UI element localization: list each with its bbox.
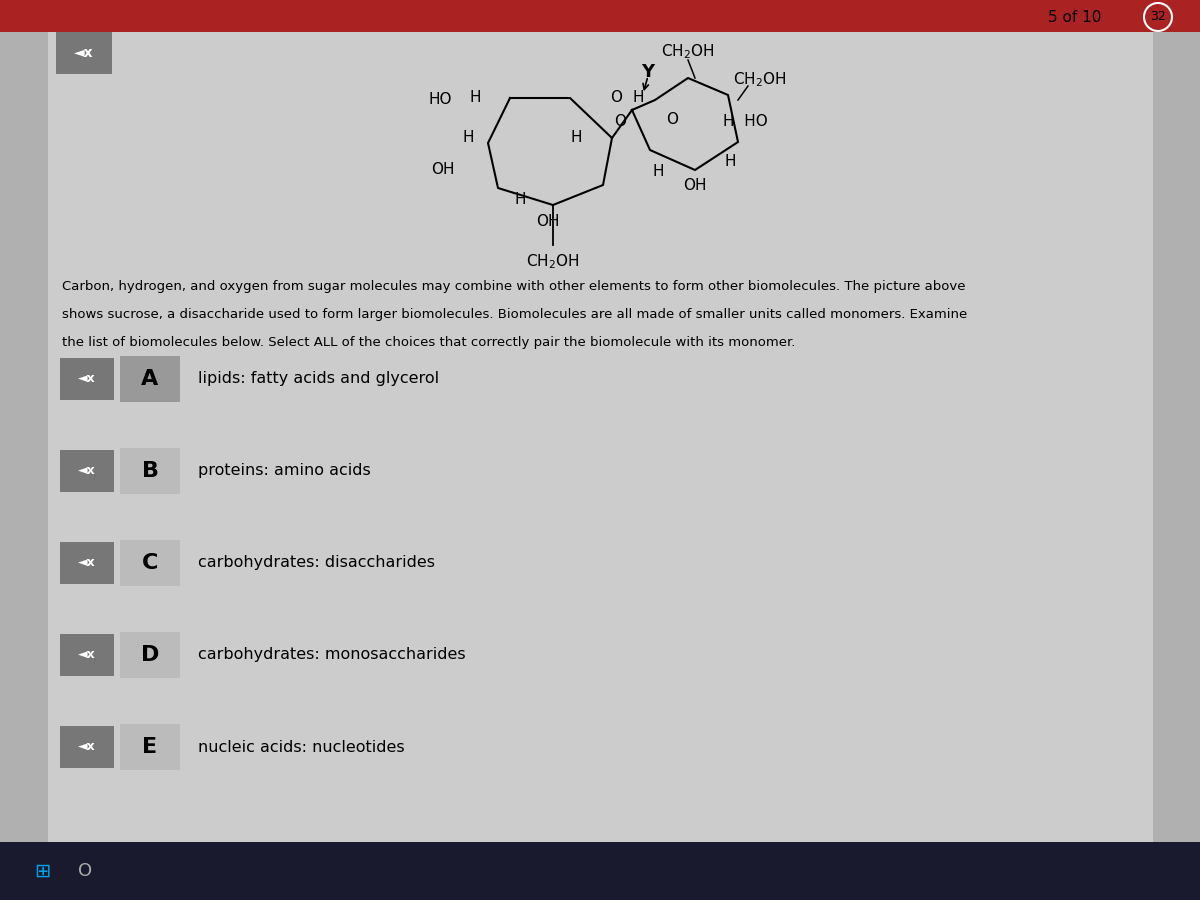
Text: nucleic acids: nucleotides: nucleic acids: nucleotides [198, 740, 404, 754]
FancyBboxPatch shape [120, 540, 180, 586]
Text: HO: HO [428, 93, 452, 107]
Text: H: H [469, 91, 481, 105]
FancyBboxPatch shape [56, 32, 112, 74]
FancyBboxPatch shape [120, 632, 180, 678]
FancyBboxPatch shape [48, 32, 1153, 842]
Text: O: O [666, 112, 678, 128]
Text: H  HO: H HO [722, 114, 767, 130]
Text: CH$_2$OH: CH$_2$OH [733, 71, 787, 89]
Text: OH: OH [432, 163, 455, 177]
Text: carbohydrates: disaccharides: carbohydrates: disaccharides [198, 555, 436, 571]
Text: 32: 32 [1150, 11, 1166, 23]
FancyBboxPatch shape [60, 450, 114, 492]
FancyBboxPatch shape [0, 842, 1200, 900]
Text: CH$_2$OH: CH$_2$OH [527, 253, 580, 272]
Text: 5 of 10: 5 of 10 [1048, 10, 1102, 24]
Text: shows sucrose, a disaccharide used to form larger biomolecules. Biomolecules are: shows sucrose, a disaccharide used to fo… [62, 308, 967, 321]
Text: H: H [462, 130, 474, 146]
Text: ◄x: ◄x [78, 556, 96, 570]
FancyBboxPatch shape [60, 726, 114, 768]
Text: ⊞: ⊞ [34, 861, 50, 880]
Text: proteins: amino acids: proteins: amino acids [198, 464, 371, 479]
Text: O: O [78, 862, 92, 880]
Text: lipids: fatty acids and glycerol: lipids: fatty acids and glycerol [198, 372, 439, 386]
FancyBboxPatch shape [60, 634, 114, 676]
Text: CH$_2$OH: CH$_2$OH [661, 42, 715, 61]
Text: A: A [142, 369, 158, 389]
Text: ◄x: ◄x [78, 741, 96, 753]
FancyBboxPatch shape [60, 358, 114, 400]
Text: H: H [570, 130, 582, 146]
Text: Carbon, hydrogen, and oxygen from sugar molecules may combine with other element: Carbon, hydrogen, and oxygen from sugar … [62, 280, 966, 293]
Text: OH: OH [536, 214, 559, 230]
Text: H: H [634, 91, 644, 105]
FancyBboxPatch shape [0, 0, 1200, 32]
Text: Y: Y [642, 63, 654, 81]
Text: O: O [610, 91, 622, 105]
Text: ◄x: ◄x [78, 464, 96, 478]
Text: ◄x: ◄x [78, 373, 96, 385]
Text: carbohydrates: monosaccharides: carbohydrates: monosaccharides [198, 647, 466, 662]
Text: D: D [140, 645, 160, 665]
Text: OH: OH [683, 177, 707, 193]
Text: H: H [653, 165, 664, 179]
Text: the list of biomolecules below. Select ALL of the choices that correctly pair th: the list of biomolecules below. Select A… [62, 336, 796, 349]
Text: C: C [142, 553, 158, 573]
FancyBboxPatch shape [120, 356, 180, 402]
Text: H: H [725, 155, 736, 169]
FancyBboxPatch shape [120, 724, 180, 770]
Text: O: O [614, 114, 626, 130]
Text: ◄x: ◄x [78, 649, 96, 662]
FancyBboxPatch shape [60, 542, 114, 584]
Text: E: E [143, 737, 157, 757]
Text: B: B [142, 461, 158, 481]
Text: ◄x: ◄x [74, 46, 94, 60]
FancyBboxPatch shape [120, 448, 180, 494]
Text: H: H [515, 193, 526, 208]
